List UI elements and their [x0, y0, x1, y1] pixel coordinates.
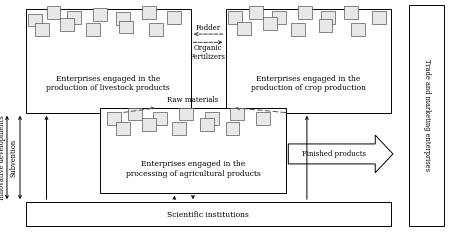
Bar [128, 108, 142, 120]
Bar [116, 12, 130, 25]
Bar [100, 108, 286, 193]
Bar [46, 6, 60, 20]
Text: Scientific institutions: Scientific institutions [167, 211, 249, 219]
Bar [249, 6, 263, 20]
Text: Enterprises engaged in the
production of livestock products: Enterprises engaged in the production of… [46, 75, 170, 92]
Bar [107, 112, 121, 125]
Bar [237, 22, 251, 35]
Bar [153, 112, 167, 125]
Bar [172, 122, 186, 134]
Bar [119, 20, 133, 33]
Text: Organic
Fertilizers: Organic Fertilizers [190, 44, 226, 61]
Bar [230, 108, 244, 120]
Bar [321, 11, 335, 24]
Text: Finished products: Finished products [302, 150, 366, 158]
Text: Innovative developments: Innovative developments [0, 115, 7, 200]
Bar [26, 202, 391, 226]
Bar [142, 118, 156, 131]
Bar [291, 23, 305, 36]
Bar [67, 11, 81, 24]
Bar [142, 6, 156, 20]
Bar [205, 112, 219, 125]
Bar [86, 23, 100, 36]
Bar [298, 6, 312, 20]
Bar [372, 11, 386, 24]
Text: Raw materials: Raw materials [167, 96, 219, 104]
Bar [60, 18, 74, 31]
Bar [149, 23, 163, 36]
Bar [256, 112, 270, 125]
Bar [93, 8, 107, 21]
Bar [116, 122, 130, 134]
Bar [179, 108, 193, 120]
Bar [409, 5, 444, 226]
Bar [26, 9, 191, 113]
Bar [272, 11, 286, 24]
Bar [228, 11, 242, 24]
Text: Trade and marketing enterprises: Trade and marketing enterprises [423, 59, 431, 171]
Bar [200, 118, 214, 131]
Bar [226, 9, 391, 113]
Bar [351, 23, 365, 36]
Text: Fodder: Fodder [195, 24, 220, 32]
Bar [226, 122, 239, 134]
Bar [28, 13, 42, 26]
Bar [344, 6, 358, 20]
Text: Subvention: Subvention [10, 138, 18, 176]
Bar [319, 19, 332, 32]
Text: Enterprises engaged in the
processing of agricultural products: Enterprises engaged in the processing of… [126, 161, 260, 178]
Bar [167, 11, 181, 24]
Text: Enterprises engaged in the
production of crop production: Enterprises engaged in the production of… [251, 75, 365, 92]
Bar [35, 23, 49, 36]
FancyArrow shape [288, 135, 393, 173]
Bar [263, 17, 277, 30]
